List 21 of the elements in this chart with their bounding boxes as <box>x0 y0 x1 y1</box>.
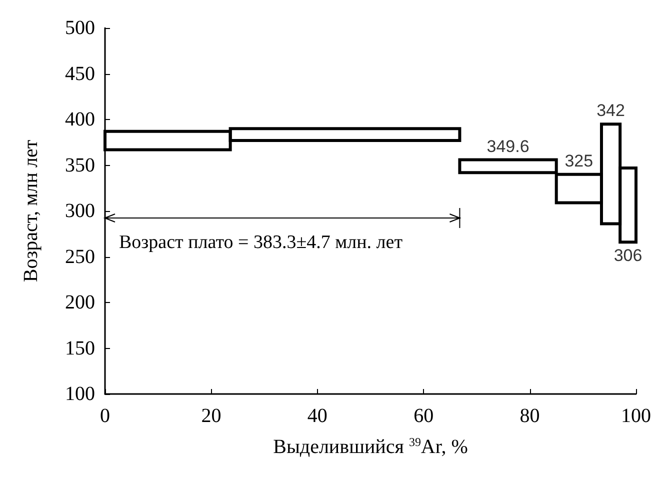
annotation: 342 <box>596 101 625 120</box>
x-tick-label: 80 <box>520 405 540 427</box>
y-tick-label: 300 <box>65 200 95 222</box>
x-tick-label: 0 <box>100 405 110 427</box>
annotation: 325 <box>564 151 594 170</box>
y-tick-label: 350 <box>65 154 95 176</box>
annotation: Возраст плато = 383.3±4.7 млн. лет <box>119 232 403 254</box>
annotation: 349.6 <box>486 136 530 156</box>
y-tick-label: 450 <box>65 62 95 85</box>
y-tick-label: 200 <box>65 292 95 314</box>
y-axis-title: Возраст, млн лет <box>20 140 42 282</box>
y-tick-label: 400 <box>65 108 95 130</box>
x-tick-label: 100 <box>621 405 651 427</box>
annotation: 306 <box>614 246 642 266</box>
x-tick-label: 40 <box>307 405 328 427</box>
x-tick-label: 60 <box>414 405 434 427</box>
y-tick-label: 100 <box>65 383 95 405</box>
x-tick-label: 20 <box>201 405 222 427</box>
y-tick-label: 150 <box>65 337 95 360</box>
y-tick-label: 500 <box>65 17 95 39</box>
y-tick-label: 250 <box>65 246 95 268</box>
